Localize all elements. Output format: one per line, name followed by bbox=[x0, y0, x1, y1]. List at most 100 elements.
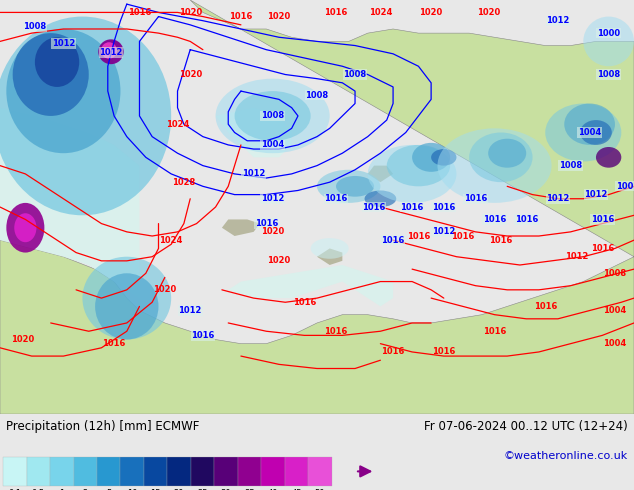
Text: 1012: 1012 bbox=[261, 194, 284, 203]
Ellipse shape bbox=[368, 145, 456, 203]
Bar bbox=[191, 457, 214, 486]
Text: 40: 40 bbox=[268, 489, 278, 490]
Text: 1020: 1020 bbox=[261, 227, 284, 236]
Ellipse shape bbox=[82, 257, 171, 340]
Text: 1024: 1024 bbox=[160, 236, 183, 245]
Text: 1016: 1016 bbox=[464, 194, 487, 203]
Text: 1016: 1016 bbox=[191, 331, 214, 340]
Ellipse shape bbox=[6, 203, 44, 252]
Ellipse shape bbox=[412, 143, 450, 172]
Bar bbox=[74, 457, 97, 486]
Text: 1012: 1012 bbox=[566, 252, 588, 261]
Text: 1012: 1012 bbox=[52, 39, 75, 48]
Bar bbox=[3, 457, 27, 486]
Ellipse shape bbox=[235, 91, 311, 141]
Text: 1016: 1016 bbox=[382, 347, 404, 356]
Text: 1012: 1012 bbox=[179, 306, 202, 315]
Text: 1: 1 bbox=[59, 489, 65, 490]
Ellipse shape bbox=[336, 176, 374, 196]
Text: 1016: 1016 bbox=[451, 231, 474, 241]
Text: 1012: 1012 bbox=[242, 170, 265, 178]
Text: 35: 35 bbox=[244, 489, 255, 490]
Text: 2: 2 bbox=[82, 489, 88, 490]
Ellipse shape bbox=[469, 132, 533, 182]
Polygon shape bbox=[317, 248, 342, 265]
Bar bbox=[261, 457, 285, 486]
Text: 1016: 1016 bbox=[363, 202, 385, 212]
Text: 1016: 1016 bbox=[407, 231, 430, 241]
Ellipse shape bbox=[0, 17, 171, 215]
Ellipse shape bbox=[431, 149, 456, 166]
Ellipse shape bbox=[98, 39, 124, 64]
Polygon shape bbox=[368, 166, 393, 182]
Ellipse shape bbox=[564, 103, 615, 145]
Text: 1016: 1016 bbox=[489, 236, 512, 245]
Ellipse shape bbox=[14, 213, 36, 242]
Bar bbox=[120, 457, 144, 486]
Text: 1008: 1008 bbox=[559, 161, 582, 170]
Text: 1016: 1016 bbox=[483, 215, 506, 224]
Text: 1004: 1004 bbox=[578, 128, 601, 137]
Polygon shape bbox=[0, 108, 139, 298]
Bar bbox=[50, 457, 74, 486]
Text: 1016: 1016 bbox=[325, 327, 347, 336]
Text: 25: 25 bbox=[197, 489, 208, 490]
Text: 1016: 1016 bbox=[255, 219, 278, 228]
Text: 1016: 1016 bbox=[325, 194, 347, 203]
Bar bbox=[97, 457, 120, 486]
Text: 1008: 1008 bbox=[23, 23, 46, 31]
Bar bbox=[285, 457, 308, 486]
Text: 1016: 1016 bbox=[515, 215, 538, 224]
Text: 50: 50 bbox=[314, 489, 325, 490]
Text: 1008: 1008 bbox=[597, 70, 620, 79]
Text: 1016: 1016 bbox=[534, 302, 557, 311]
Text: 10: 10 bbox=[127, 489, 138, 490]
Text: 1008: 1008 bbox=[344, 70, 366, 79]
Text: 1000: 1000 bbox=[597, 28, 620, 38]
Text: 1008: 1008 bbox=[604, 269, 626, 278]
Ellipse shape bbox=[437, 128, 552, 203]
Text: 1016: 1016 bbox=[591, 244, 614, 253]
Text: 1004: 1004 bbox=[604, 339, 626, 348]
Bar bbox=[214, 457, 238, 486]
Polygon shape bbox=[222, 220, 260, 236]
Ellipse shape bbox=[545, 103, 621, 162]
Text: 1020: 1020 bbox=[268, 256, 290, 266]
Text: 1008: 1008 bbox=[616, 182, 634, 191]
Bar bbox=[308, 457, 332, 486]
Ellipse shape bbox=[311, 238, 349, 259]
Text: 1008: 1008 bbox=[261, 111, 284, 121]
Text: 1016: 1016 bbox=[483, 327, 506, 336]
Text: 1016: 1016 bbox=[382, 236, 404, 245]
Text: 1016: 1016 bbox=[230, 12, 252, 21]
Ellipse shape bbox=[488, 139, 526, 168]
Bar bbox=[27, 457, 50, 486]
Text: 1012: 1012 bbox=[100, 48, 122, 57]
Text: 1016: 1016 bbox=[128, 8, 151, 17]
Ellipse shape bbox=[101, 42, 117, 59]
Bar bbox=[238, 457, 261, 486]
Text: Precipitation (12h) [mm] ECMWF: Precipitation (12h) [mm] ECMWF bbox=[6, 420, 200, 433]
Text: 1024: 1024 bbox=[369, 8, 392, 17]
Text: 1004: 1004 bbox=[261, 141, 284, 149]
Text: 1020: 1020 bbox=[11, 335, 34, 344]
Ellipse shape bbox=[317, 170, 380, 203]
Text: 1020: 1020 bbox=[420, 8, 443, 17]
Text: 1016: 1016 bbox=[432, 202, 455, 212]
Text: 1012: 1012 bbox=[585, 190, 607, 199]
Text: 1004: 1004 bbox=[604, 306, 626, 315]
Text: 1016: 1016 bbox=[591, 215, 614, 224]
Text: 1016: 1016 bbox=[325, 8, 347, 17]
Text: 0.5: 0.5 bbox=[32, 489, 45, 490]
Text: 1012: 1012 bbox=[547, 194, 569, 203]
Text: 1012: 1012 bbox=[547, 16, 569, 25]
Text: 1020: 1020 bbox=[477, 8, 500, 17]
Polygon shape bbox=[228, 265, 393, 306]
Text: 1008: 1008 bbox=[306, 91, 328, 100]
Text: 5: 5 bbox=[106, 489, 112, 490]
Text: 1028: 1028 bbox=[172, 178, 195, 187]
Text: 1020: 1020 bbox=[179, 8, 202, 17]
Text: 1024: 1024 bbox=[166, 120, 189, 129]
Text: 1020: 1020 bbox=[268, 12, 290, 21]
Text: 0.1: 0.1 bbox=[8, 489, 22, 490]
